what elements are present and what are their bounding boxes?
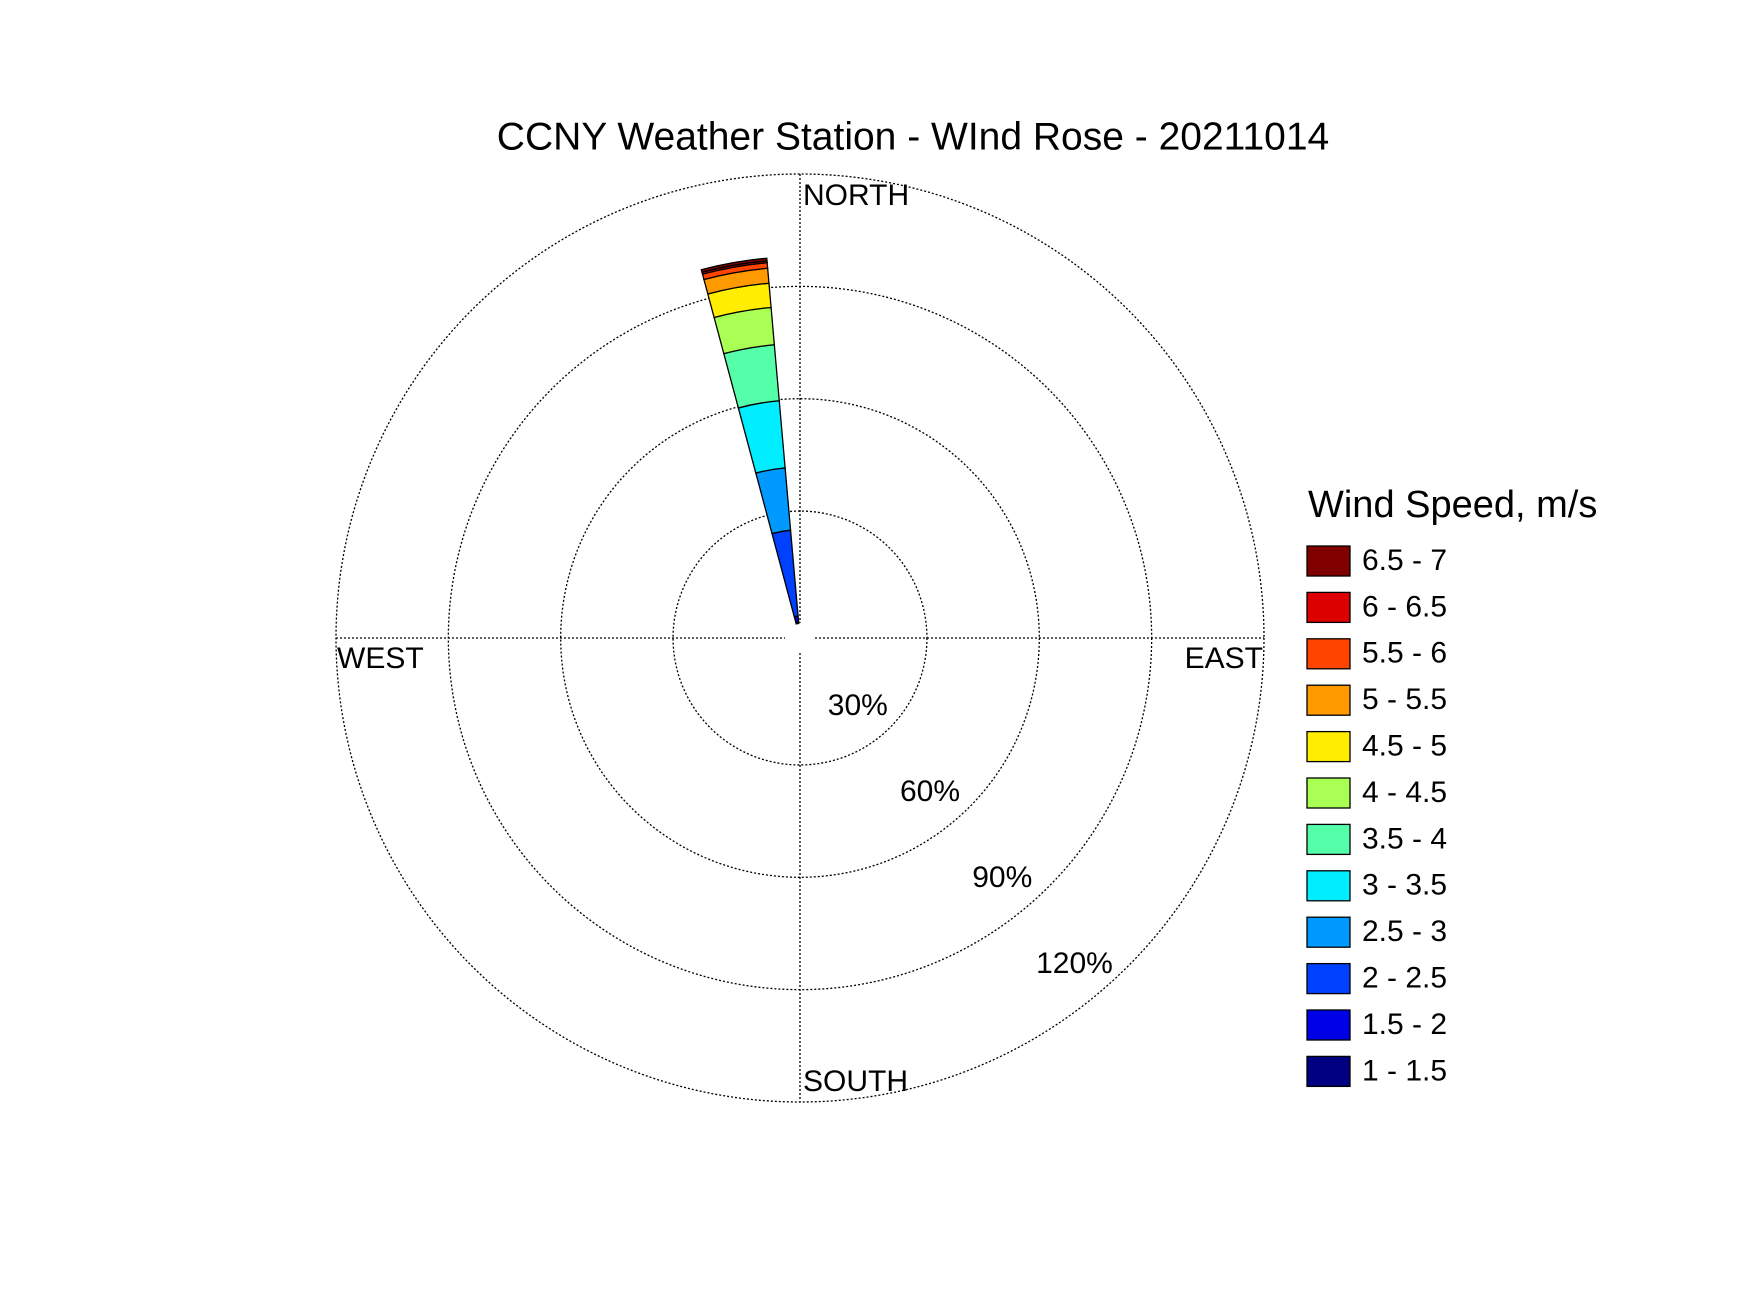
legend-title: Wind Speed, m/s	[1308, 484, 1597, 526]
legend-swatch	[1306, 870, 1351, 902]
legend-swatch	[1306, 638, 1351, 670]
legend-swatch	[1306, 823, 1351, 856]
legend-label: 1.5 - 2	[1362, 1008, 1447, 1041]
legend-label: 1 - 1.5	[1362, 1054, 1447, 1087]
legend-swatch	[1306, 962, 1351, 995]
wedge-segment	[700, 257, 768, 274]
legend-swatch	[1306, 1055, 1351, 1088]
grid-circle	[672, 510, 928, 766]
r-tick-label: 30%	[828, 689, 888, 722]
grid-circle	[447, 285, 1153, 991]
legend-label: 2 - 2.5	[1362, 962, 1447, 995]
legend-label: 4.5 - 5	[1362, 730, 1447, 763]
direction-label: SOUTH	[803, 1065, 908, 1098]
legend-label: 6.5 - 7	[1362, 544, 1447, 577]
legend-swatch	[1306, 684, 1351, 716]
r-tick-label: 60%	[900, 775, 960, 808]
legend-label: 5 - 5.5	[1362, 683, 1447, 716]
direction-label: WEST	[337, 642, 424, 675]
legend-label: 6 - 6.5	[1362, 590, 1447, 623]
legend-swatch	[1306, 777, 1351, 809]
legend-label: 5.5 - 6	[1362, 637, 1447, 670]
chart-title: CCNY Weather Station - WInd Rose - 20211…	[497, 115, 1329, 158]
legend-label: 4 - 4.5	[1362, 776, 1447, 809]
legend-swatch	[1306, 1009, 1351, 1041]
r-tick-label: 90%	[972, 861, 1032, 894]
legend-swatch	[1306, 730, 1351, 763]
legend-swatch	[1306, 591, 1351, 624]
direction-label: EAST	[1185, 642, 1263, 675]
grid-circle	[560, 398, 1040, 878]
legend-swatch	[1306, 545, 1351, 577]
legend-swatch	[1306, 916, 1351, 948]
legend-label: 2.5 - 3	[1362, 915, 1447, 948]
r-tick-label: 120%	[1036, 947, 1113, 980]
legend-label: 3.5 - 4	[1362, 822, 1447, 855]
grid-circle	[335, 173, 1265, 1103]
legend-label: 3 - 3.5	[1362, 869, 1447, 902]
direction-label: NORTH	[803, 179, 909, 212]
